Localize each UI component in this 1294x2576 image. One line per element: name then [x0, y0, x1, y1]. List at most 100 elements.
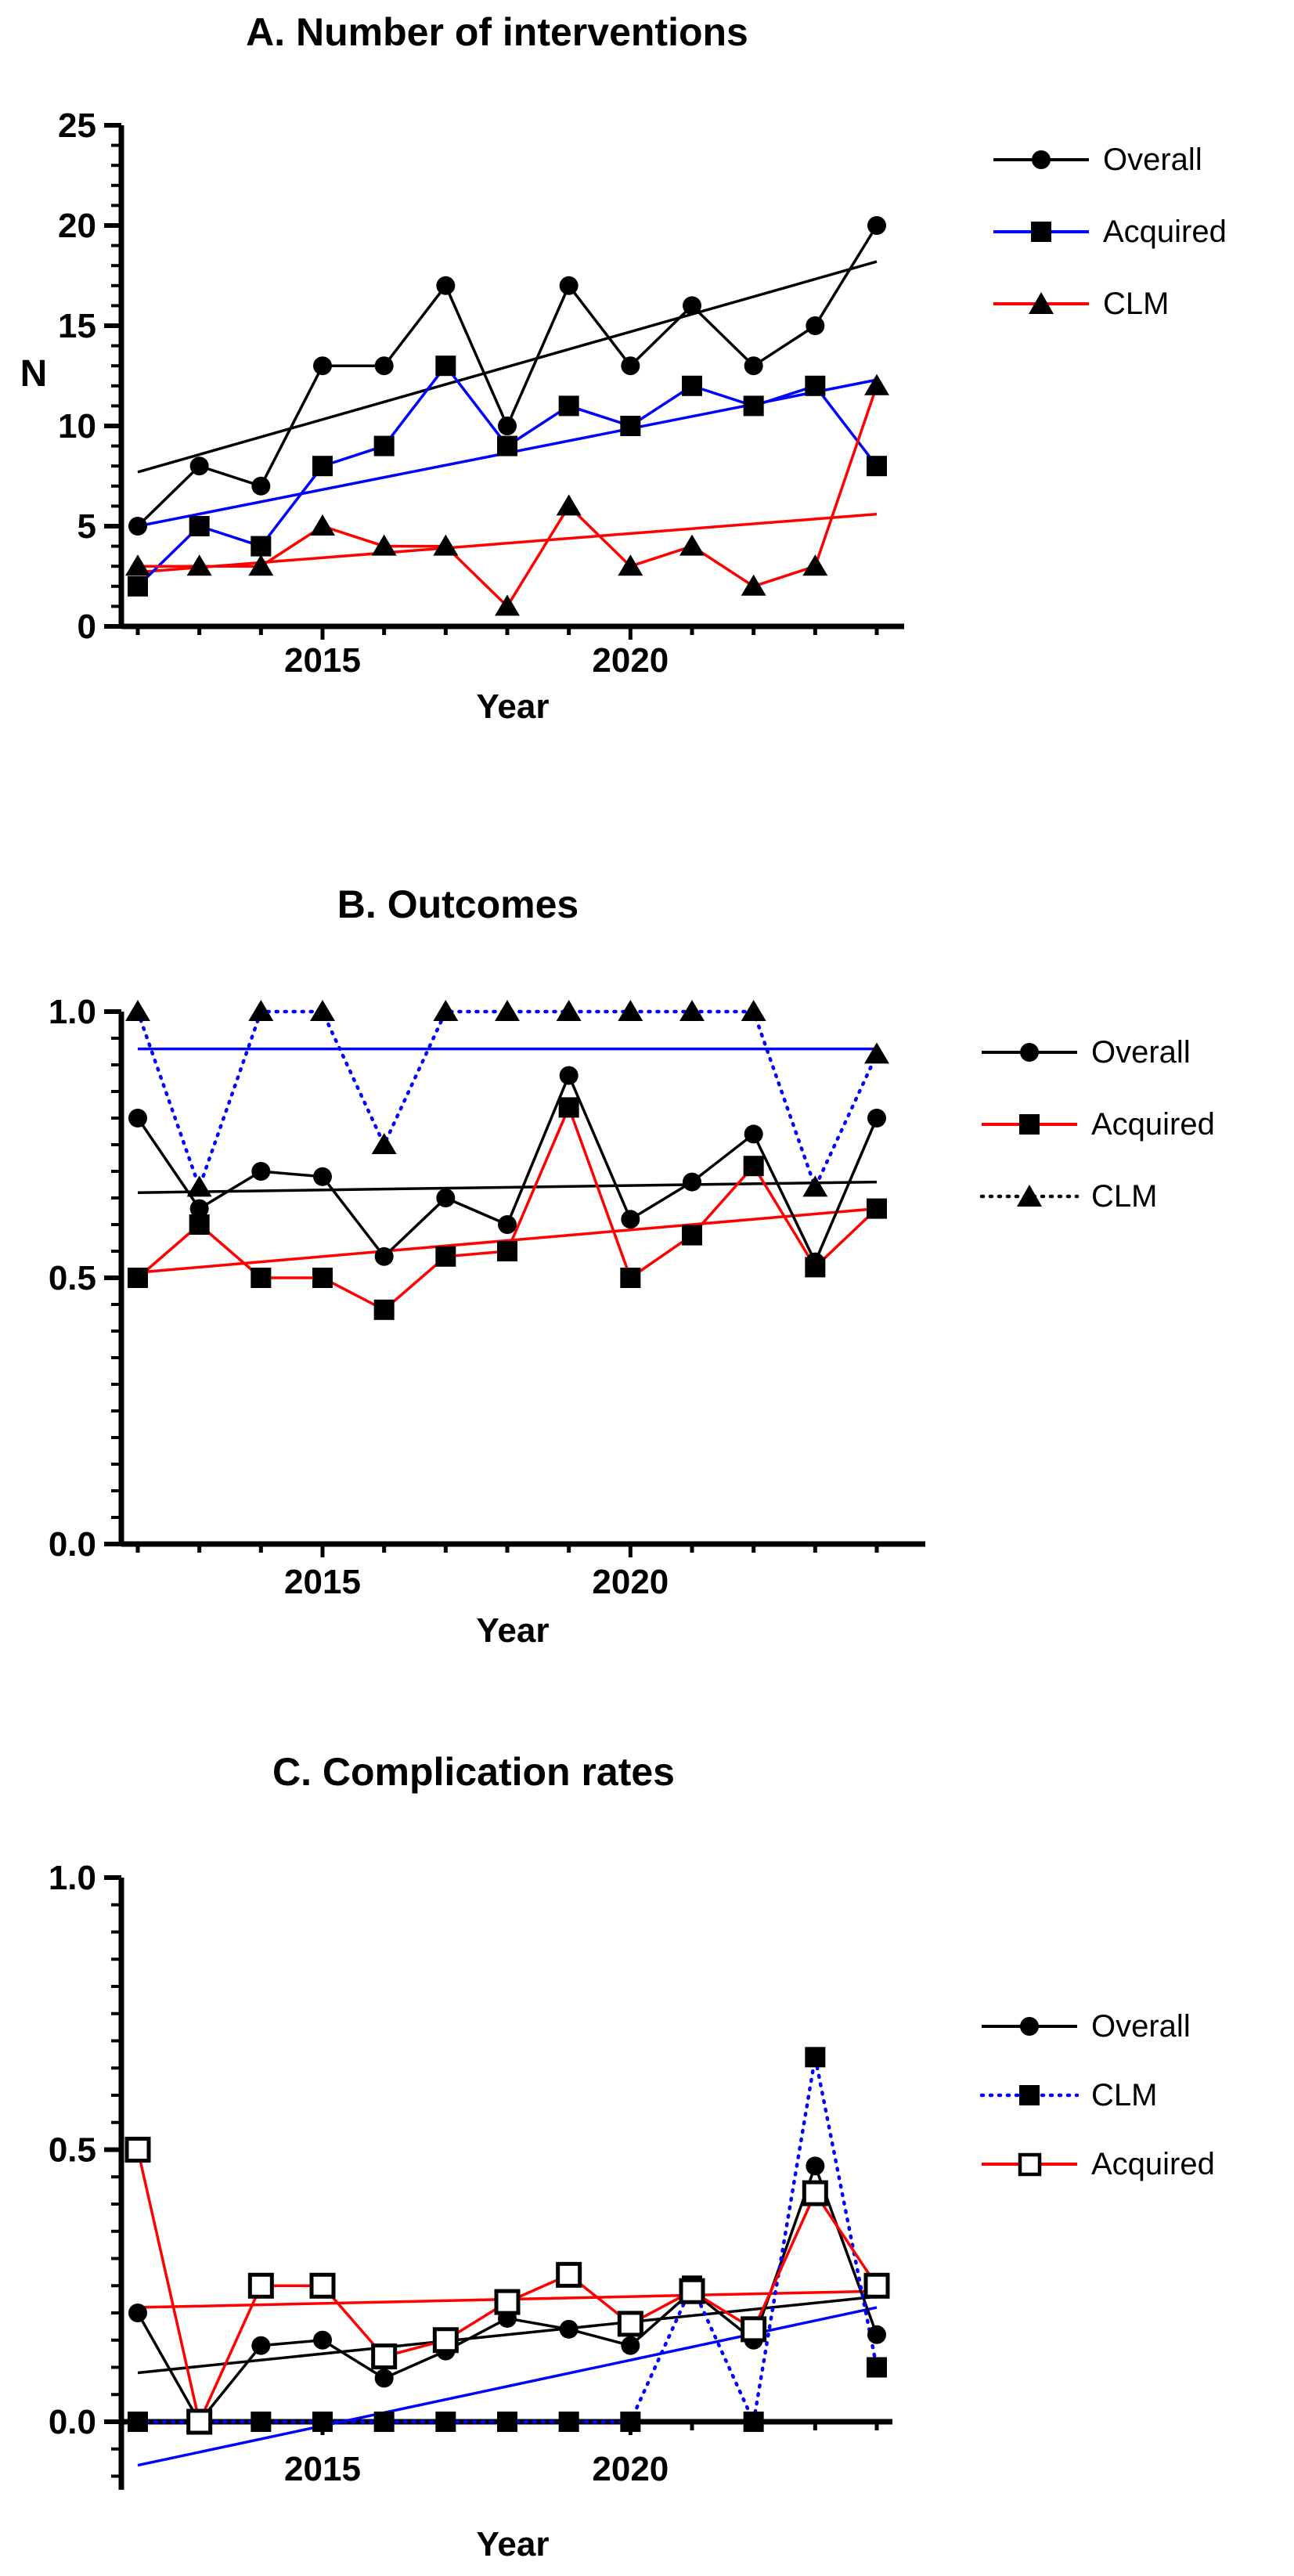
- panel-c-x-axis-label: Year: [476, 2525, 550, 2563]
- data-point-triangle: [186, 554, 212, 576]
- legend-label: Acquired: [1091, 2146, 1215, 2181]
- data-point-square: [805, 1257, 826, 1278]
- y-tick-label: 0.0: [49, 1525, 96, 1564]
- data-point-circle: [189, 1199, 209, 1218]
- data-point-triangle: [495, 594, 520, 616]
- data-point-circle: [806, 316, 825, 335]
- overall-line-circle-swatch-icon: [982, 2017, 1077, 2036]
- panel-A-overall-markers: [128, 216, 886, 536]
- panel-A-axes: 0 5 10 15 20 25 2015 2020: [58, 106, 904, 680]
- data-point-square: [435, 2412, 456, 2432]
- data-point-open-square: [494, 2289, 521, 2315]
- overall-line-circle-swatch-icon: [993, 150, 1089, 169]
- acquired-line-open-square-swatch-icon: [982, 2152, 1077, 2177]
- data-point-circle: [128, 517, 147, 536]
- data-point-circle: [559, 2319, 579, 2339]
- panel-B-acquired-trend-line: [137, 1207, 878, 1274]
- data-point-circle: [559, 1066, 579, 1085]
- data-point-square: [497, 435, 517, 456]
- x-tick-label: 2020: [592, 641, 669, 680]
- data-point-circle: [374, 2369, 394, 2388]
- panel-b-x-axis-label: Year: [476, 1611, 550, 1650]
- data-point-circle: [313, 2330, 332, 2350]
- panel-A-acquired-markers: [128, 355, 887, 597]
- panel-b-title: B. Outcomes: [337, 882, 579, 926]
- x-tick-label: 2015: [284, 641, 361, 680]
- y-tick-label: 25: [58, 106, 96, 145]
- y-tick-label: 1.0: [49, 993, 96, 1031]
- data-point-triangle: [433, 534, 459, 556]
- x-tick-label: 2015: [284, 1563, 361, 1601]
- data-point-square: [743, 395, 764, 417]
- data-point-square: [620, 1268, 641, 1288]
- y-tick-label: 0: [77, 608, 96, 646]
- data-point-open-square: [371, 2343, 398, 2370]
- acquired-line-square-swatch-icon: [982, 1114, 1077, 1135]
- data-point-square: [312, 1268, 333, 1288]
- acquired-line-square-swatch-icon: [993, 222, 1089, 242]
- data-point-circle: [498, 417, 517, 435]
- data-point-square: [435, 1246, 456, 1267]
- data-point-square: [251, 2412, 272, 2432]
- data-point-circle: [683, 1172, 701, 1192]
- x-tick-label: 2020: [592, 1563, 669, 1601]
- legend-label: Overall: [1091, 2008, 1191, 2044]
- y-tick-label: 10: [58, 407, 96, 446]
- data-point-open-square: [247, 2272, 274, 2299]
- legend-label: CLM: [1091, 1178, 1158, 1214]
- panel-A-acquired-line: [136, 363, 878, 588]
- data-point-circle: [374, 356, 394, 376]
- data-point-circle: [621, 1210, 640, 1229]
- data-point-triangle: [741, 574, 766, 596]
- data-point-triangle: [371, 1133, 397, 1154]
- data-point-circle: [128, 1109, 147, 1127]
- data-point-circle: [374, 1247, 394, 1266]
- data-point-triangle: [802, 1175, 828, 1197]
- legend-b-item-acquired: Acquired: [979, 1106, 1215, 1143]
- data-point-triangle: [618, 554, 643, 576]
- panel-B-axes: 0.0 0.5 1.0 2015 2020: [49, 993, 925, 1601]
- data-point-triangle: [741, 1000, 766, 1021]
- panel-B-acquired-markers: [128, 1097, 887, 1320]
- data-point-square: [620, 2412, 641, 2432]
- data-point-square: [128, 575, 148, 597]
- data-point-triangle: [371, 534, 397, 556]
- data-point-open-square: [186, 2408, 213, 2435]
- data-point-square: [867, 456, 887, 477]
- data-point-triangle: [186, 1175, 212, 1197]
- data-point-open-square: [863, 2272, 890, 2299]
- data-point-circle: [251, 1162, 271, 1181]
- data-point-circle: [867, 2325, 886, 2344]
- legend-c-item-clm: CLM: [979, 2076, 1215, 2114]
- data-point-square: [373, 435, 395, 456]
- data-point-square: [805, 2047, 826, 2068]
- legend-b-item-clm: CLM: [979, 1178, 1215, 1215]
- data-point-triangle: [125, 554, 150, 576]
- data-point-square: [867, 2357, 887, 2378]
- data-point-circle: [313, 1167, 332, 1186]
- data-point-square: [558, 395, 579, 417]
- data-point-square: [682, 1225, 702, 1246]
- data-point-circle: [683, 296, 701, 316]
- panel-a-x-axis-label: Year: [476, 687, 550, 726]
- overall-line-circle-swatch-icon: [982, 1043, 1077, 1062]
- legend-b-item-overall: Overall: [979, 1034, 1215, 1071]
- legend-label: Overall: [1091, 1034, 1191, 1070]
- data-point-square: [312, 2412, 333, 2432]
- panel-a-title: A. Number of interventions: [246, 10, 748, 54]
- data-point-open-square: [741, 2316, 767, 2343]
- data-point-square: [189, 516, 210, 536]
- panel-C-clm-line: [135, 2056, 879, 2428]
- data-point-circle: [313, 356, 332, 376]
- panel-a-y-axis-label: N: [20, 353, 48, 395]
- data-point-square: [128, 2412, 148, 2432]
- data-point-triangle: [125, 1000, 150, 1021]
- data-point-square: [497, 1241, 517, 1261]
- data-point-triangle: [433, 1000, 459, 1021]
- data-point-circle: [621, 2336, 640, 2355]
- data-point-circle: [621, 356, 640, 376]
- legend-label: Acquired: [1091, 1106, 1215, 1142]
- data-point-circle: [867, 216, 886, 235]
